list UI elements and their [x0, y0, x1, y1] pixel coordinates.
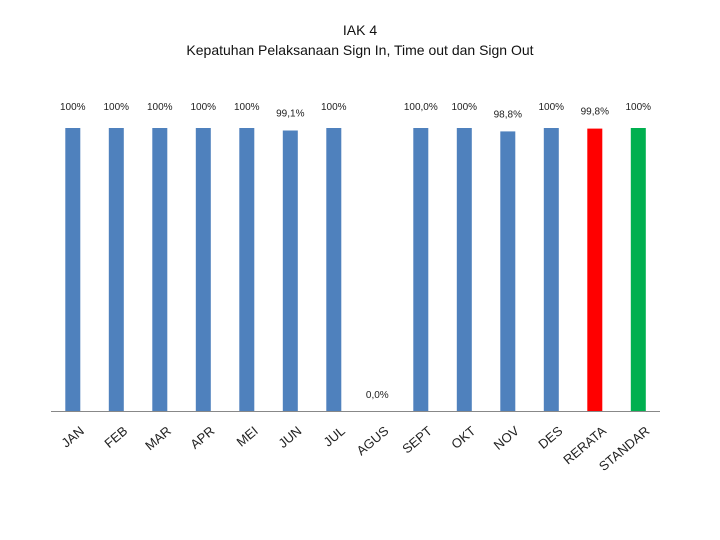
tick-label-sept: SEPT: [399, 423, 435, 456]
chart-title-line-1: IAK 4: [342, 22, 378, 38]
bar-sept: [413, 128, 429, 411]
data-label-mar: 100%: [147, 102, 173, 113]
tick-labels-layer: JAN FEB MAR APR MEI JUN JUL AGUS SEPT OKT NOV DESRE…: [58, 423, 652, 474]
chart-title: IAK 4 Kepatuhan Pelaksanaan Sign In, Tim…: [0, 20, 720, 60]
tick-label-apr: APR: [187, 423, 217, 452]
tick-label-okt: OKT: [448, 423, 478, 452]
bar-jul: [326, 128, 342, 411]
data-label-apr: 100%: [191, 102, 217, 113]
tick-label-mei: MEI: [234, 423, 261, 449]
data-label-agus: 0,0%: [366, 390, 389, 401]
data-labels-layer: 100% 100% 100% 100% 100% 99,1% 100% 0,0% 100,0% 1…: [60, 102, 651, 401]
data-label-jun: 99,1%: [276, 109, 304, 120]
tick-label-des: DES: [535, 423, 565, 452]
bar-feb: [108, 128, 124, 411]
data-label-feb: 100%: [104, 102, 130, 113]
bar-mar: [152, 128, 168, 411]
tick-label-feb: FEB: [101, 423, 130, 451]
data-label-rerata: 99,8%: [581, 107, 609, 118]
bar-mei: [239, 128, 255, 411]
data-label-standar: 100%: [626, 102, 652, 113]
bar-okt: [456, 128, 472, 411]
tick-label-nov: NOV: [491, 423, 522, 453]
data-label-sept: 100,0%: [404, 102, 438, 113]
tick-label-jan: JAN: [58, 423, 86, 450]
bar-jan: [65, 128, 81, 411]
data-label-des: 100%: [539, 102, 565, 113]
tick-label-jul: JUL: [321, 423, 348, 449]
bar-apr: [195, 128, 211, 411]
data-label-jan: 100%: [60, 102, 86, 113]
data-label-mei: 100%: [234, 102, 260, 113]
tick-label-mar: MAR: [142, 423, 174, 453]
bar-nov: [500, 131, 516, 411]
tick-label-jun: JUN: [275, 423, 304, 451]
bars-layer: [65, 128, 646, 411]
data-label-nov: 98,8%: [494, 109, 522, 120]
data-label-okt: 100%: [452, 102, 478, 113]
bar-des: [543, 128, 559, 411]
bar-rerata: [587, 128, 603, 411]
bar-standar: [630, 128, 646, 411]
chart-title-line-2: Kepatuhan Pelaksanaan Sign In, Time out …: [186, 42, 534, 58]
tick-label-agus: AGUS: [354, 423, 392, 458]
bar-jun: [282, 130, 298, 411]
data-label-jul: 100%: [321, 102, 347, 113]
